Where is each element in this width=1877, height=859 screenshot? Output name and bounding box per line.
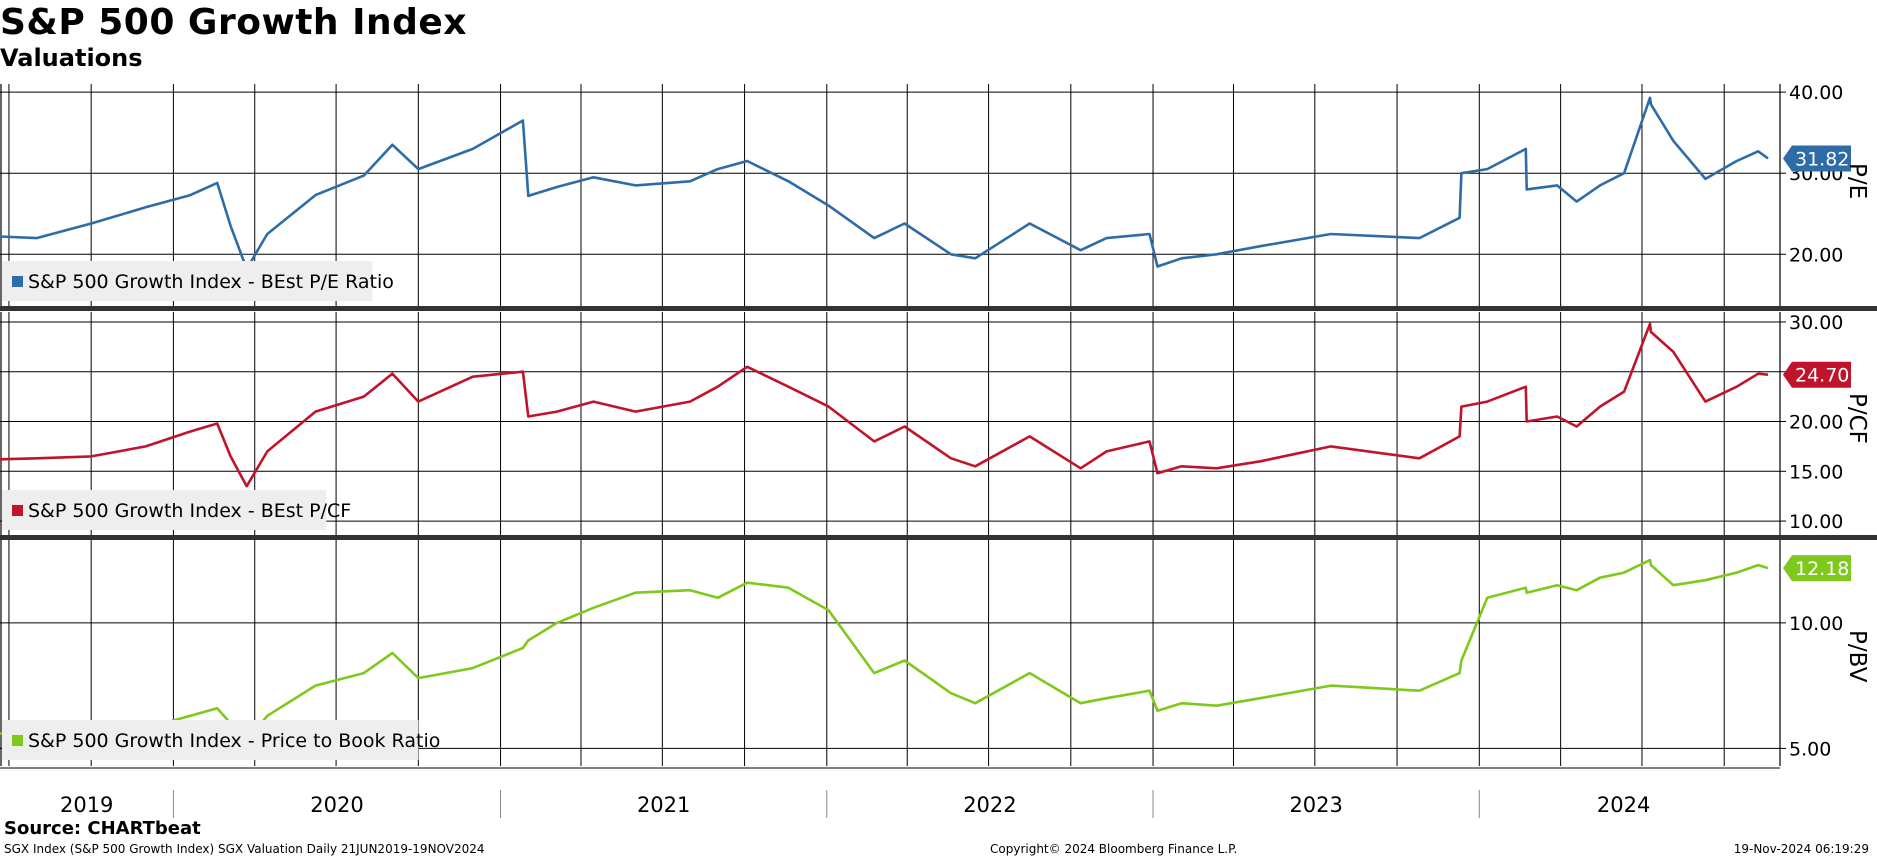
series-line-pe xyxy=(0,96,1769,271)
chart-title: S&P 500 Growth Index xyxy=(0,2,468,43)
source-note: Source: CHARTbeat xyxy=(4,818,201,839)
x-tick-label: 2024 xyxy=(1597,793,1650,817)
x-tick-label: 2019 xyxy=(60,793,113,817)
x-tick-label: 2022 xyxy=(963,793,1016,817)
panel-separator xyxy=(0,306,1877,311)
legend-label: S&P 500 Growth Index - BEst P/CF xyxy=(28,500,351,522)
legend-swatch xyxy=(12,276,23,287)
last-value-tag xyxy=(1783,555,1851,582)
series-line-pcf xyxy=(0,322,1769,488)
y-tick-label: 15.00 xyxy=(1789,461,1843,483)
y-tick-label: 10.00 xyxy=(1789,613,1843,635)
last-value-label: 31.82 xyxy=(1795,148,1849,170)
x-tick-label: 2021 xyxy=(637,793,690,817)
series-line-pbv xyxy=(0,558,1769,743)
legend-box xyxy=(2,490,327,530)
x-tick-label: 2023 xyxy=(1289,793,1342,817)
panel-separator xyxy=(0,535,1877,540)
legend-label: S&P 500 Growth Index - Price to Book Rat… xyxy=(28,730,440,752)
legend-swatch xyxy=(12,735,23,746)
y-axis-label-pbv: P/BV xyxy=(1844,630,1870,683)
chart-subtitle: Valuations xyxy=(0,44,143,72)
y-tick-label: 20.00 xyxy=(1789,412,1843,434)
x-tick-label: 2020 xyxy=(310,793,363,817)
copyright: Copyright© 2024 Bloomberg Finance L.P. xyxy=(990,842,1238,856)
legend-label: S&P 500 Growth Index - BEst P/E Ratio xyxy=(28,271,394,293)
last-value-label: 24.70 xyxy=(1795,365,1849,387)
last-value-label: 12.18 xyxy=(1795,558,1849,580)
y-axis-label-pe: P/E xyxy=(1844,163,1870,199)
legend-box xyxy=(2,261,373,301)
y-tick-label: 40.00 xyxy=(1789,82,1843,104)
legend-swatch xyxy=(12,505,23,516)
y-tick-label: 30.00 xyxy=(1789,312,1843,334)
last-value-tag xyxy=(1783,145,1851,172)
y-tick-label: 5.00 xyxy=(1789,738,1831,760)
y-axis-label-pcf: P/CF xyxy=(1844,393,1870,444)
timestamp: 19-Nov-2024 06:19:29 xyxy=(1733,842,1869,856)
last-value-tag xyxy=(1783,361,1851,388)
y-tick-label: 10.00 xyxy=(1789,511,1843,533)
y-tick-label: 20.00 xyxy=(1789,244,1843,266)
series-description: SGX Index (S&P 500 Growth Index) SGX Val… xyxy=(4,842,485,856)
legend-box xyxy=(2,720,419,760)
